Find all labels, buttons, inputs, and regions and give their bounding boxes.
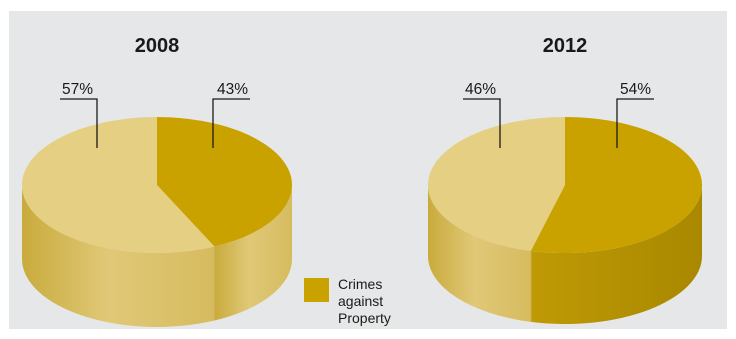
pie-side-43% (214, 185, 292, 321)
legend-swatch-crimes-against-property (304, 278, 329, 302)
slice-label-46: 46% (465, 81, 496, 98)
chart-title-2008: 2008 (135, 35, 180, 57)
chart-title-2012: 2012 (543, 35, 588, 57)
pie-side-46% (427, 185, 531, 322)
slices-2008 (21, 117, 293, 327)
pie-slice-54% (530, 117, 702, 253)
leader-line-46 (463, 98, 501, 148)
pie-side-57% (21, 185, 215, 327)
legend: Crimes against Property (304, 276, 428, 327)
leader-line-54 (616, 98, 654, 148)
pie-slice-46% (428, 117, 565, 251)
slices-2012 (427, 117, 702, 324)
slice-label-54: 54% (620, 81, 651, 98)
pie-chart-2008: 2008 57% 43% (21, 35, 293, 327)
legend-label: Crimes against Property (338, 276, 391, 326)
pie-slice-57% (21, 117, 215, 254)
pie-side-54% (530, 185, 702, 324)
leader-line-57 (60, 98, 98, 148)
slice-label-57: 57% (62, 81, 93, 98)
pie-chart-2012: 2012 46% 54% (427, 35, 702, 324)
leader-line-43 (212, 98, 250, 148)
slice-label-43: 43% (217, 81, 248, 98)
pie-slice-43% (157, 117, 293, 247)
